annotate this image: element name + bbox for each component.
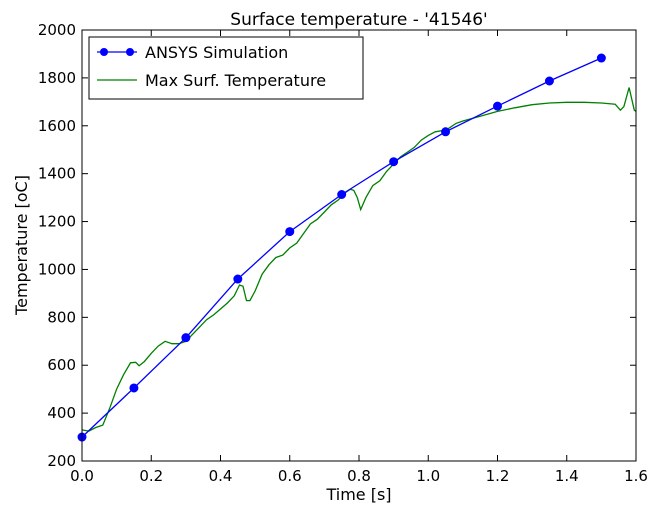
x-tick-label: 1.4 [555,467,579,485]
data-point-ansys-simulation [493,101,502,111]
axis-ticks: 0.0 0.2 0.4 0.6 0.8 1.0 1.2 1.4 1.6 200 400 600 800 1… [38,21,648,485]
y-tick-label: 600 [47,356,76,374]
chart-title: Surface temperature - '41546' [230,10,487,30]
x-tick-label: 1.6 [624,467,648,485]
data-point-ansys-simulation [181,333,191,343]
legend: ANSYS Simulation Max Surf. Temperature [88,36,364,100]
x-tick-label: 0.0 [70,467,94,485]
plot-frame [81,29,637,462]
y-tick-label: 1000 [38,260,76,278]
x-tick-label: 1.0 [416,467,440,485]
legend-label-max-surf-temperature: Max Surf. Temperature [145,71,326,90]
data-point-ansys-simulation [441,127,451,137]
legend-swatch-marker-ansys-simulation [126,48,134,56]
data-point-ansys-simulation [233,274,243,284]
y-tick-label: 1200 [38,213,76,231]
x-tick-label: 0.4 [209,467,233,485]
y-tick-label: 2000 [38,21,76,39]
data-point-ansys-simulation [596,53,606,63]
data-point-ansys-simulation [337,189,347,199]
series-line-max-surf-temperature [81,87,637,432]
x-tick-label: 0.8 [347,467,371,485]
x-axis-label: Time [s] [325,485,391,504]
data-point-ansys-simulation [285,227,295,237]
x-tick-label: 1.2 [486,467,510,485]
data-point-ansys-simulation [129,383,139,393]
x-tick-label: 0.6 [278,467,302,485]
y-tick-label: 200 [47,452,76,470]
y-tick-label: 800 [47,308,76,326]
data-point-ansys-simulation [544,76,554,86]
y-tick-label: 1800 [38,69,76,87]
y-tick-label: 1400 [38,165,76,183]
x-tick-label: 0.2 [139,467,163,485]
legend-swatch-marker-ansys-simulation [100,48,108,56]
series-line-ansys-simulation [81,57,602,438]
data-point-ansys-simulation [389,157,399,167]
legend-box [88,36,364,100]
legend-label-ansys-simulation: ANSYS Simulation [145,43,288,62]
plot-series [77,53,637,442]
y-axis-label: Temperature [oC] [12,175,31,316]
y-tick-label: 400 [47,404,76,422]
y-tick-label: 1600 [38,117,76,135]
